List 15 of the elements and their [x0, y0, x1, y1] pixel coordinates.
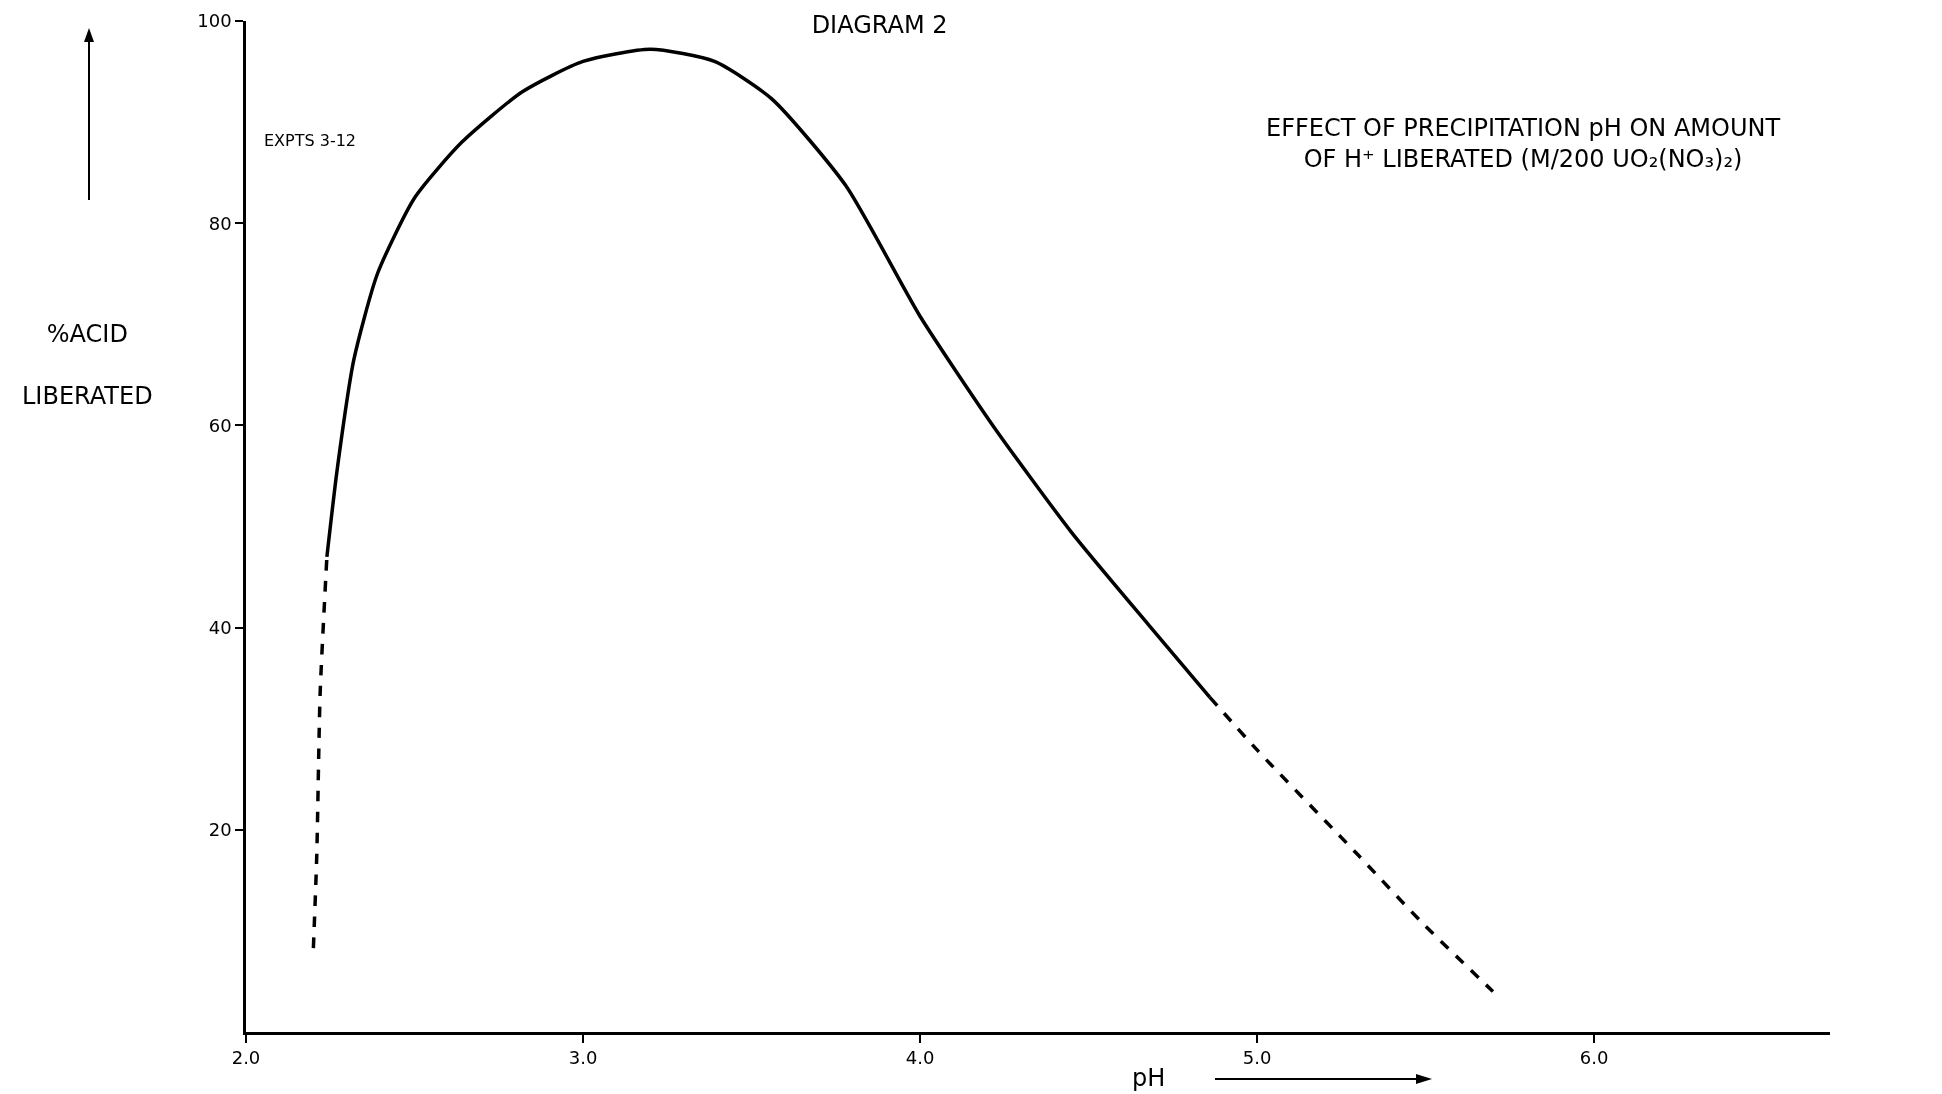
x-tick-label: 4.0 [905, 1047, 935, 1069]
annotation: EXPTS 3-12 [264, 131, 357, 150]
chart-title: DIAGRAM 2 [811, 11, 948, 40]
x-tick-label: 2.0 [231, 1047, 261, 1069]
text: %ACID LIBERATED [22, 320, 153, 411]
y-tick-label: 40 [208, 616, 232, 638]
y-tick-label: 100 [197, 10, 232, 32]
x-axis-title: pH [1132, 1064, 1166, 1092]
x-tick-label: 6.0 [1579, 1047, 1609, 1069]
y-tick-label: 20 [208, 819, 232, 841]
x-tick-label: 5.0 [1242, 1047, 1272, 1069]
y-tick-label: 80 [208, 212, 232, 234]
x-tick-label: 3.0 [568, 1047, 598, 1069]
text: EFFECT OF PRECIPITATION pH ON AMOUNT OF H⁺ LIBERATED (M/200 UO₂(NO₃)₂) [1266, 114, 1781, 174]
y-tick-label: 60 [208, 414, 232, 436]
